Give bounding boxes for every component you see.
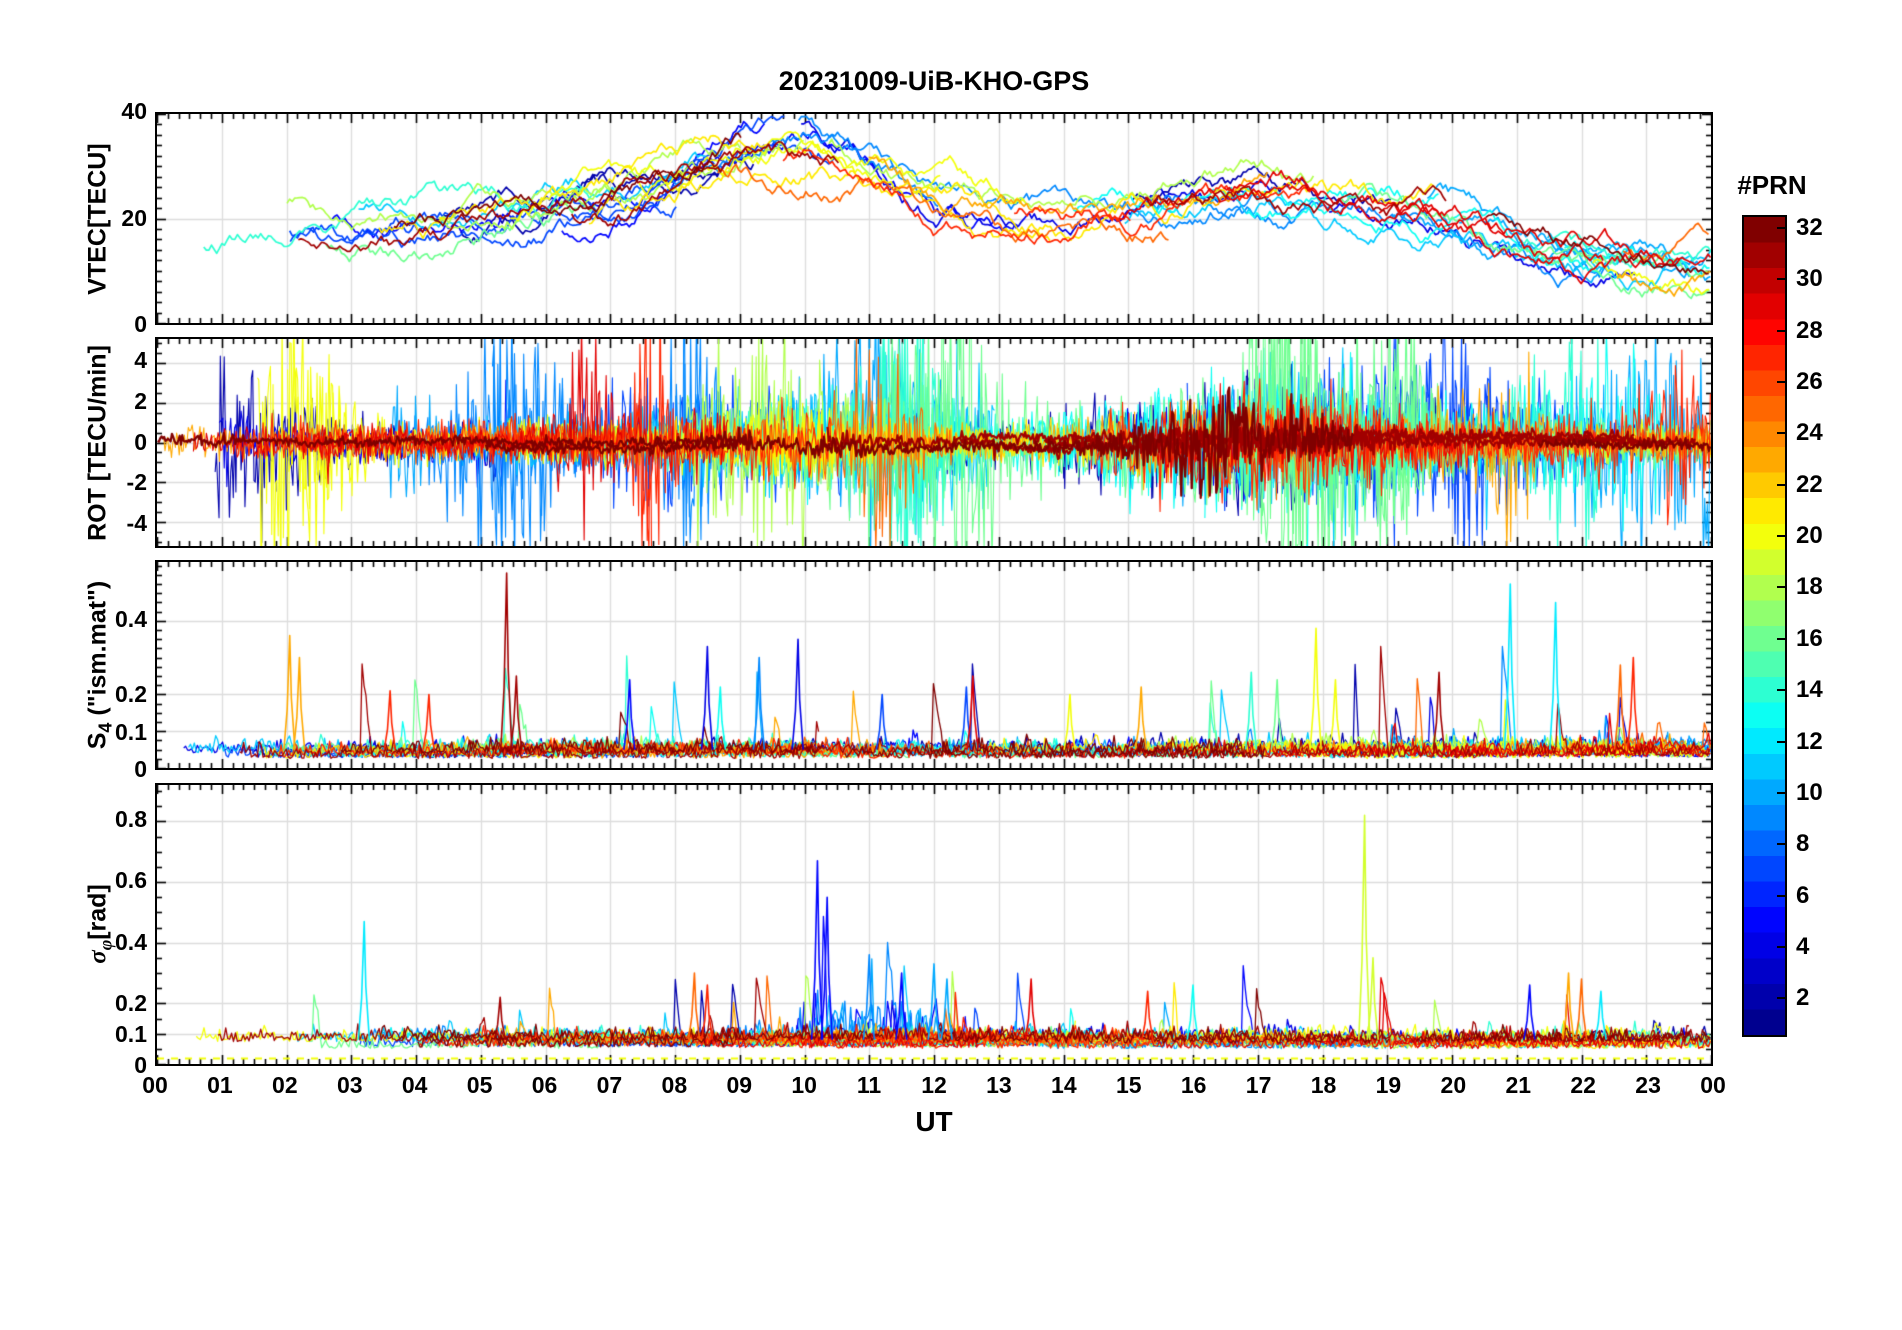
colorbar-tick-mark	[1777, 791, 1785, 794]
x-tick-label: 22	[1570, 1072, 1596, 1098]
y-tick-label: 0.2	[115, 681, 147, 707]
colorbar-tick-label: 18	[1796, 573, 1823, 601]
y-tick-label: 0	[134, 756, 147, 782]
colorbar-tick-label: 6	[1796, 881, 1810, 909]
colorbar-tick-mark	[1777, 894, 1785, 897]
vtec-panel	[155, 112, 1713, 325]
colorbar-tick-mark	[1777, 843, 1785, 846]
x-tick-label: 20	[1440, 1072, 1467, 1098]
colorbar-tick-mark	[1777, 329, 1785, 332]
colorbar-tick-label: 16	[1796, 624, 1823, 652]
colorbar-tick-mark	[1777, 380, 1785, 383]
colorbar-tick-label: 24	[1796, 419, 1823, 447]
y-tick-label: 40	[121, 98, 147, 124]
x-tick-label: 12	[921, 1072, 947, 1098]
x-tick-label: 00	[142, 1072, 168, 1098]
colorbar-tick-mark	[1777, 740, 1785, 743]
sigma-phi-panel	[155, 783, 1713, 1066]
rot-plot-canvas	[157, 339, 1711, 546]
x-tick-label: 00	[1700, 1072, 1726, 1098]
x-tick-label: 23	[1635, 1072, 1661, 1098]
colorbar-tick-mark	[1777, 586, 1785, 589]
s4-plot-canvas	[157, 562, 1711, 768]
y-tick-label: -4	[126, 509, 147, 536]
y-tick-label: 4	[134, 347, 147, 374]
colorbar-tick-label: 2	[1796, 984, 1810, 1012]
colorbar-tick-label: 8	[1796, 830, 1810, 858]
colorbar-tick-label: 26	[1796, 367, 1823, 395]
colorbar-tick-mark	[1777, 432, 1785, 435]
colorbar-tick-mark	[1777, 278, 1785, 281]
colorbar-label: #PRN	[1737, 170, 1807, 200]
colorbar	[1742, 215, 1787, 1037]
colorbar-tick-label: 30	[1796, 265, 1823, 293]
chart-title: 20231009-UiB-KHO-GPS	[778, 66, 1090, 96]
x-tick-label: 07	[596, 1072, 623, 1098]
x-tick-label: 19	[1375, 1072, 1402, 1098]
x-axis-label: UT	[915, 1106, 953, 1137]
colorbar-tick-mark	[1777, 946, 1785, 949]
x-tick-label: 11	[856, 1072, 882, 1098]
x-tick-label: 02	[272, 1072, 298, 1098]
x-tick-label: 01	[207, 1072, 233, 1098]
y-tick-label: 0.8	[115, 805, 147, 832]
y-tick-label: 0.4	[115, 606, 147, 632]
rot-panel	[155, 337, 1713, 548]
colorbar-tick-mark	[1777, 483, 1785, 486]
x-tick-label: 14	[1051, 1072, 1077, 1098]
colorbar-tick-label: 10	[1796, 778, 1823, 806]
vtec-plot-canvas	[157, 114, 1711, 323]
x-tick-label: 13	[986, 1072, 1012, 1098]
x-tick-label: 21	[1505, 1072, 1532, 1098]
colorbar-tick-label: 28	[1796, 316, 1823, 344]
colorbar-tick-label: 32	[1796, 213, 1823, 241]
y-tick-label: 20	[121, 204, 147, 231]
colorbar-tick-mark	[1777, 637, 1785, 640]
s4-panel	[155, 560, 1713, 770]
x-tick-label: 16	[1180, 1072, 1207, 1098]
colorbar-tick-label: 14	[1796, 676, 1823, 704]
x-tick-label: 18	[1310, 1072, 1337, 1098]
y-tick-label: 0	[134, 1052, 147, 1078]
colorbar-tick-label: 4	[1796, 933, 1810, 961]
y-tick-label: 0.1	[115, 1021, 147, 1048]
y-tick-label: -2	[126, 469, 147, 496]
y-tick-label: 0	[134, 428, 147, 455]
y-tick-label: 0.1	[115, 718, 147, 745]
colorbar-tick-label: 20	[1796, 522, 1823, 550]
y-tick-label: 0	[134, 311, 147, 337]
x-tick-label: 08	[661, 1072, 688, 1098]
x-tick-label: 09	[726, 1072, 753, 1098]
colorbar-tick-mark	[1777, 997, 1785, 1000]
y-tick-label: 0.2	[115, 990, 147, 1017]
colorbar-tick-mark	[1777, 226, 1785, 229]
sigma-phi-plot-canvas	[157, 785, 1711, 1064]
y-tick-label: 0.4	[115, 928, 147, 955]
colorbar-tick-label: 12	[1796, 727, 1823, 755]
x-tick-label: 03	[336, 1072, 363, 1098]
x-tick-label: 10	[791, 1072, 817, 1098]
colorbar-tick-mark	[1777, 689, 1785, 692]
x-tick-label: 15	[1115, 1072, 1142, 1098]
x-tick-label: 05	[466, 1072, 493, 1098]
colorbar-tick-mark	[1777, 535, 1785, 538]
colorbar-tick-label: 22	[1796, 470, 1823, 498]
y-tick-label: 0.6	[115, 867, 147, 894]
x-tick-label: 04	[401, 1072, 428, 1098]
y-tick-label: 2	[134, 387, 147, 414]
x-tick-label: 06	[531, 1072, 558, 1098]
x-tick-label: 17	[1245, 1072, 1272, 1098]
